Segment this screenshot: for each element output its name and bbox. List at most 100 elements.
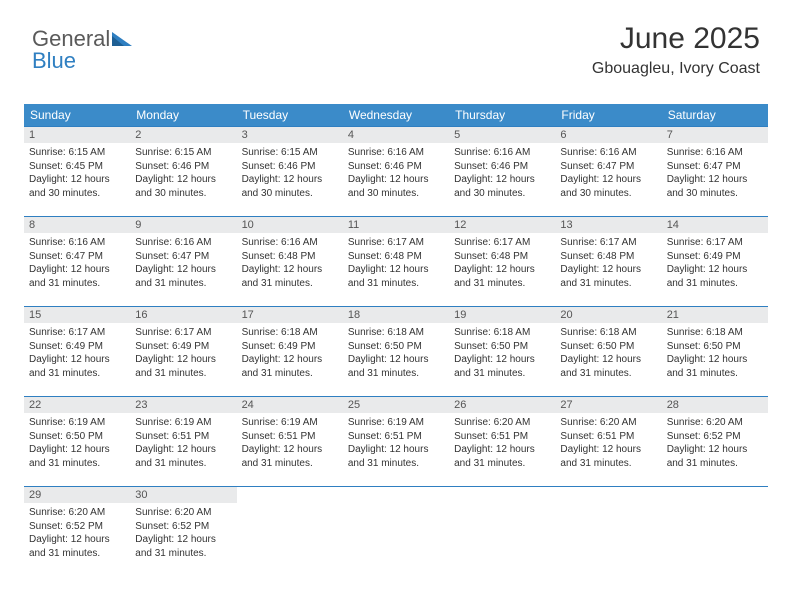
- daylight-line: Daylight: 12 hours and 30 minutes.: [135, 173, 231, 200]
- day-body: Sunrise: 6:19 AMSunset: 6:51 PMDaylight:…: [343, 413, 449, 476]
- day-number: 29: [24, 487, 130, 503]
- daylight-line: Daylight: 12 hours and 30 minutes.: [348, 173, 444, 200]
- day-body: Sunrise: 6:16 AMSunset: 6:47 PMDaylight:…: [555, 143, 661, 206]
- sunset-line: Sunset: 6:48 PM: [348, 250, 444, 264]
- day-number: 1: [24, 127, 130, 143]
- sunrise-line: Sunrise: 6:17 AM: [135, 326, 231, 340]
- day-cell: 23Sunrise: 6:19 AMSunset: 6:51 PMDayligh…: [130, 397, 236, 487]
- day-header: Thursday: [449, 104, 555, 127]
- day-number: 30: [130, 487, 236, 503]
- day-cell: 4Sunrise: 6:16 AMSunset: 6:46 PMDaylight…: [343, 127, 449, 217]
- day-cell: [555, 487, 661, 577]
- day-body: Sunrise: 6:18 AMSunset: 6:50 PMDaylight:…: [662, 323, 768, 386]
- sunrise-line: Sunrise: 6:16 AM: [667, 146, 763, 160]
- week-row: 29Sunrise: 6:20 AMSunset: 6:52 PMDayligh…: [24, 487, 768, 577]
- daylight-line: Daylight: 12 hours and 31 minutes.: [667, 443, 763, 470]
- daylight-line: Daylight: 12 hours and 31 minutes.: [348, 263, 444, 290]
- location-label: Gbouagleu, Ivory Coast: [592, 60, 760, 78]
- day-body: Sunrise: 6:17 AMSunset: 6:48 PMDaylight:…: [343, 233, 449, 296]
- day-number: 27: [555, 397, 661, 413]
- daylight-line: Daylight: 12 hours and 31 minutes.: [242, 353, 338, 380]
- day-cell: 17Sunrise: 6:18 AMSunset: 6:49 PMDayligh…: [237, 307, 343, 397]
- sunrise-line: Sunrise: 6:15 AM: [29, 146, 125, 160]
- day-body: Sunrise: 6:19 AMSunset: 6:51 PMDaylight:…: [130, 413, 236, 476]
- day-body: Sunrise: 6:18 AMSunset: 6:50 PMDaylight:…: [449, 323, 555, 386]
- daylight-line: Daylight: 12 hours and 31 minutes.: [135, 533, 231, 560]
- daylight-line: Daylight: 12 hours and 31 minutes.: [454, 443, 550, 470]
- day-cell: 29Sunrise: 6:20 AMSunset: 6:52 PMDayligh…: [24, 487, 130, 577]
- sunset-line: Sunset: 6:47 PM: [667, 160, 763, 174]
- sunset-line: Sunset: 6:51 PM: [348, 430, 444, 444]
- day-cell: 5Sunrise: 6:16 AMSunset: 6:46 PMDaylight…: [449, 127, 555, 217]
- day-number: 4: [343, 127, 449, 143]
- sunset-line: Sunset: 6:46 PM: [454, 160, 550, 174]
- sunrise-line: Sunrise: 6:19 AM: [29, 416, 125, 430]
- day-header-row: Sunday Monday Tuesday Wednesday Thursday…: [24, 104, 768, 127]
- sunrise-line: Sunrise: 6:20 AM: [560, 416, 656, 430]
- day-number: 7: [662, 127, 768, 143]
- sunset-line: Sunset: 6:49 PM: [242, 340, 338, 354]
- sunset-line: Sunset: 6:52 PM: [667, 430, 763, 444]
- sunrise-line: Sunrise: 6:19 AM: [348, 416, 444, 430]
- sunset-line: Sunset: 6:50 PM: [348, 340, 444, 354]
- day-body: Sunrise: 6:16 AMSunset: 6:46 PMDaylight:…: [449, 143, 555, 206]
- daylight-line: Daylight: 12 hours and 31 minutes.: [667, 353, 763, 380]
- day-body: Sunrise: 6:17 AMSunset: 6:49 PMDaylight:…: [24, 323, 130, 386]
- sunrise-line: Sunrise: 6:17 AM: [667, 236, 763, 250]
- day-body: Sunrise: 6:17 AMSunset: 6:49 PMDaylight:…: [130, 323, 236, 386]
- week-row: 22Sunrise: 6:19 AMSunset: 6:50 PMDayligh…: [24, 397, 768, 487]
- daylight-line: Daylight: 12 hours and 31 minutes.: [135, 353, 231, 380]
- daylight-line: Daylight: 12 hours and 31 minutes.: [242, 443, 338, 470]
- sunrise-line: Sunrise: 6:20 AM: [454, 416, 550, 430]
- day-number: 19: [449, 307, 555, 323]
- day-body: Sunrise: 6:15 AMSunset: 6:46 PMDaylight:…: [130, 143, 236, 206]
- day-body: Sunrise: 6:16 AMSunset: 6:47 PMDaylight:…: [130, 233, 236, 296]
- week-row: 1Sunrise: 6:15 AMSunset: 6:45 PMDaylight…: [24, 127, 768, 217]
- day-body: Sunrise: 6:16 AMSunset: 6:46 PMDaylight:…: [343, 143, 449, 206]
- day-body: Sunrise: 6:18 AMSunset: 6:49 PMDaylight:…: [237, 323, 343, 386]
- day-number: 16: [130, 307, 236, 323]
- day-cell: 11Sunrise: 6:17 AMSunset: 6:48 PMDayligh…: [343, 217, 449, 307]
- day-cell: [662, 487, 768, 577]
- day-cell: 27Sunrise: 6:20 AMSunset: 6:51 PMDayligh…: [555, 397, 661, 487]
- sunrise-line: Sunrise: 6:16 AM: [454, 146, 550, 160]
- day-number: 13: [555, 217, 661, 233]
- day-body: Sunrise: 6:16 AMSunset: 6:47 PMDaylight:…: [24, 233, 130, 296]
- day-cell: 12Sunrise: 6:17 AMSunset: 6:48 PMDayligh…: [449, 217, 555, 307]
- day-number: 24: [237, 397, 343, 413]
- day-cell: 9Sunrise: 6:16 AMSunset: 6:47 PMDaylight…: [130, 217, 236, 307]
- sunset-line: Sunset: 6:45 PM: [29, 160, 125, 174]
- sunrise-line: Sunrise: 6:20 AM: [29, 506, 125, 520]
- sunset-line: Sunset: 6:50 PM: [454, 340, 550, 354]
- day-number: 11: [343, 217, 449, 233]
- day-cell: 28Sunrise: 6:20 AMSunset: 6:52 PMDayligh…: [662, 397, 768, 487]
- logo: General Blue: [32, 28, 132, 72]
- sunrise-line: Sunrise: 6:17 AM: [454, 236, 550, 250]
- sunset-line: Sunset: 6:52 PM: [135, 520, 231, 534]
- daylight-line: Daylight: 12 hours and 30 minutes.: [667, 173, 763, 200]
- sunset-line: Sunset: 6:47 PM: [560, 160, 656, 174]
- sunset-line: Sunset: 6:51 PM: [560, 430, 656, 444]
- day-body: Sunrise: 6:20 AMSunset: 6:52 PMDaylight:…: [130, 503, 236, 566]
- daylight-line: Daylight: 12 hours and 30 minutes.: [29, 173, 125, 200]
- sunrise-line: Sunrise: 6:16 AM: [135, 236, 231, 250]
- sunrise-line: Sunrise: 6:17 AM: [348, 236, 444, 250]
- sunset-line: Sunset: 6:46 PM: [242, 160, 338, 174]
- day-cell: 2Sunrise: 6:15 AMSunset: 6:46 PMDaylight…: [130, 127, 236, 217]
- logo-triangle-icon: [112, 28, 132, 50]
- day-number: 10: [237, 217, 343, 233]
- day-number: 3: [237, 127, 343, 143]
- sunrise-line: Sunrise: 6:18 AM: [454, 326, 550, 340]
- day-number: 2: [130, 127, 236, 143]
- sunset-line: Sunset: 6:46 PM: [348, 160, 444, 174]
- day-cell: [449, 487, 555, 577]
- sunset-line: Sunset: 6:51 PM: [135, 430, 231, 444]
- sunset-line: Sunset: 6:48 PM: [454, 250, 550, 264]
- header: June 2025 Gbouagleu, Ivory Coast: [592, 22, 760, 78]
- day-body: Sunrise: 6:17 AMSunset: 6:49 PMDaylight:…: [662, 233, 768, 296]
- day-cell: 7 Sunrise: 6:16 AMSunset: 6:47 PMDaylight…: [662, 127, 768, 217]
- sunset-line: Sunset: 6:52 PM: [29, 520, 125, 534]
- sunrise-line: Sunrise: 6:16 AM: [348, 146, 444, 160]
- sunrise-line: Sunrise: 6:20 AM: [135, 506, 231, 520]
- day-number: 8: [24, 217, 130, 233]
